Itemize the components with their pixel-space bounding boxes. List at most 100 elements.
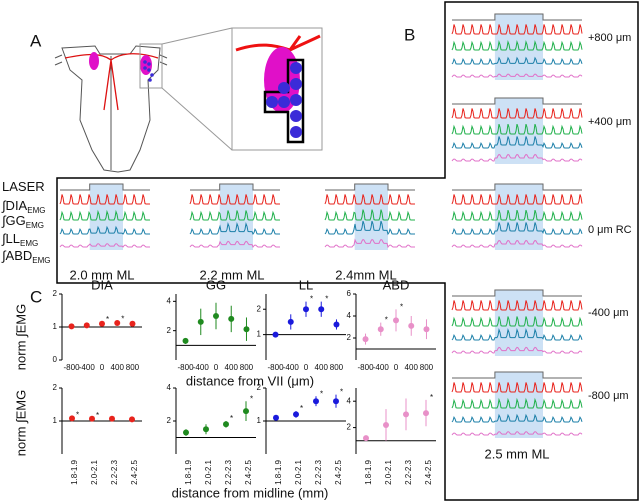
data-point bbox=[293, 411, 299, 418]
y-tick-label: 2 bbox=[53, 383, 58, 392]
x-tick-label: 2.0-2.1 bbox=[384, 459, 393, 484]
emg-trace bbox=[189, 240, 280, 248]
x-tick-label: 400 bbox=[405, 363, 419, 372]
data-point bbox=[393, 317, 399, 324]
trace-label: ∫ABDEMG bbox=[1, 248, 51, 265]
panel-frame bbox=[56, 1, 639, 501]
ml-label: 2.4mm ML bbox=[335, 267, 396, 282]
x-tick-label: -400 bbox=[193, 363, 210, 372]
data-point bbox=[423, 410, 429, 417]
x-tick-label: 800 bbox=[330, 363, 344, 372]
significance-marker: * bbox=[325, 295, 328, 304]
trace-name: ∫DIA bbox=[1, 198, 28, 213]
laser-line bbox=[452, 13, 582, 21]
data-point bbox=[89, 415, 95, 422]
laser-line bbox=[60, 183, 150, 191]
ml-label: 2.0 mm ML bbox=[69, 267, 134, 282]
y-tick-label: 1 bbox=[257, 330, 262, 339]
y-tick-label: 2 bbox=[257, 383, 262, 392]
x-axis-label: distance from VII (μm) bbox=[186, 373, 314, 388]
stim-sites bbox=[266, 62, 302, 138]
x-tick-label: 0 bbox=[214, 363, 219, 372]
chart-title: GG bbox=[206, 277, 226, 292]
laser-line bbox=[452, 289, 582, 297]
trace-subscript: EMG bbox=[27, 206, 45, 215]
emg-trace bbox=[451, 300, 583, 311]
data-point bbox=[99, 320, 105, 327]
chart-title: ABD bbox=[383, 277, 410, 292]
emg-trace bbox=[451, 316, 583, 327]
trace-name: ∫GG bbox=[1, 213, 26, 228]
emg-trace bbox=[189, 194, 280, 205]
emg-trace bbox=[324, 194, 415, 205]
x-tick-label: 2.4-2.5 bbox=[334, 459, 343, 484]
emg-trace bbox=[451, 413, 583, 423]
significance-marker: * bbox=[430, 393, 433, 402]
y-tick-label: 4 bbox=[167, 383, 172, 392]
emg-trace bbox=[451, 382, 583, 393]
data-point bbox=[362, 336, 369, 343]
data-point bbox=[129, 320, 136, 327]
fiber-sites bbox=[143, 60, 154, 82]
x-tick-label: -800 bbox=[268, 363, 285, 372]
x-tick-label: 2.2-2.3 bbox=[224, 459, 233, 484]
x-tick-label: 400 bbox=[111, 363, 125, 372]
trace-subscript: EMG bbox=[32, 256, 50, 265]
emg-trace bbox=[451, 397, 583, 409]
x-tick-label: 0 bbox=[100, 363, 105, 372]
laser-line bbox=[452, 183, 582, 191]
trace-subscript: EMG bbox=[26, 221, 44, 230]
emg-trace bbox=[451, 24, 583, 35]
significance-marker: * bbox=[106, 315, 109, 324]
emg-trace bbox=[451, 73, 583, 78]
x-tick-label: 2.0-2.1 bbox=[294, 459, 303, 484]
emg-trace bbox=[451, 153, 583, 162]
x-tick-label: -800 bbox=[178, 363, 195, 372]
significance-marker: * bbox=[76, 410, 79, 419]
significance-marker: * bbox=[250, 394, 253, 403]
emg-trace bbox=[59, 225, 150, 235]
x-tick-label: 0 bbox=[304, 363, 309, 372]
x-tick-label: -800 bbox=[64, 363, 81, 372]
data-point bbox=[68, 323, 75, 330]
emg-trace bbox=[451, 239, 583, 248]
significance-marker: * bbox=[400, 303, 403, 312]
data-point bbox=[287, 318, 294, 325]
emg-trace bbox=[324, 209, 415, 221]
x-axis-label: distance from midline (mm) bbox=[172, 485, 329, 500]
data-point bbox=[129, 416, 135, 423]
data-point bbox=[403, 411, 409, 418]
x-tick-label: 800 bbox=[240, 363, 254, 372]
data-point bbox=[333, 321, 340, 328]
ml-label: 2.5 mm ML bbox=[484, 446, 549, 461]
data-point bbox=[183, 429, 189, 436]
y-tick-label: 2 bbox=[347, 423, 352, 432]
data-point bbox=[423, 326, 430, 333]
y-tick-label: 2 bbox=[167, 416, 172, 425]
trace-name: ∫LL bbox=[1, 231, 20, 246]
data-point bbox=[273, 414, 279, 421]
data-point bbox=[182, 337, 189, 344]
y-axis-label: norm ∫EMG bbox=[13, 304, 28, 370]
rc-label: 0 μm RC bbox=[588, 224, 632, 236]
x-tick-label: -400 bbox=[79, 363, 96, 372]
y-tick-label: 4 bbox=[167, 296, 172, 305]
laser-line bbox=[190, 183, 280, 191]
trace-label: ∫DIAEMG bbox=[1, 198, 45, 215]
y-tick-label: 0 bbox=[53, 355, 58, 364]
laser-line bbox=[452, 97, 582, 105]
x-tick-label: 400 bbox=[315, 363, 329, 372]
rc-label: +400 μm bbox=[588, 116, 631, 128]
significance-marker: * bbox=[300, 404, 303, 413]
data-point bbox=[363, 435, 369, 442]
rc-label: +800 μm bbox=[588, 32, 631, 44]
data-point bbox=[243, 408, 249, 415]
y-tick-label: 4 bbox=[347, 311, 352, 320]
emg-trace bbox=[451, 209, 583, 221]
data-point bbox=[272, 331, 279, 338]
x-tick-label: 2.2-2.3 bbox=[314, 459, 323, 484]
chart-title: LL bbox=[299, 277, 313, 292]
x-tick-label: -800 bbox=[358, 363, 375, 372]
significance-marker: * bbox=[385, 316, 388, 325]
data-point bbox=[213, 313, 219, 319]
